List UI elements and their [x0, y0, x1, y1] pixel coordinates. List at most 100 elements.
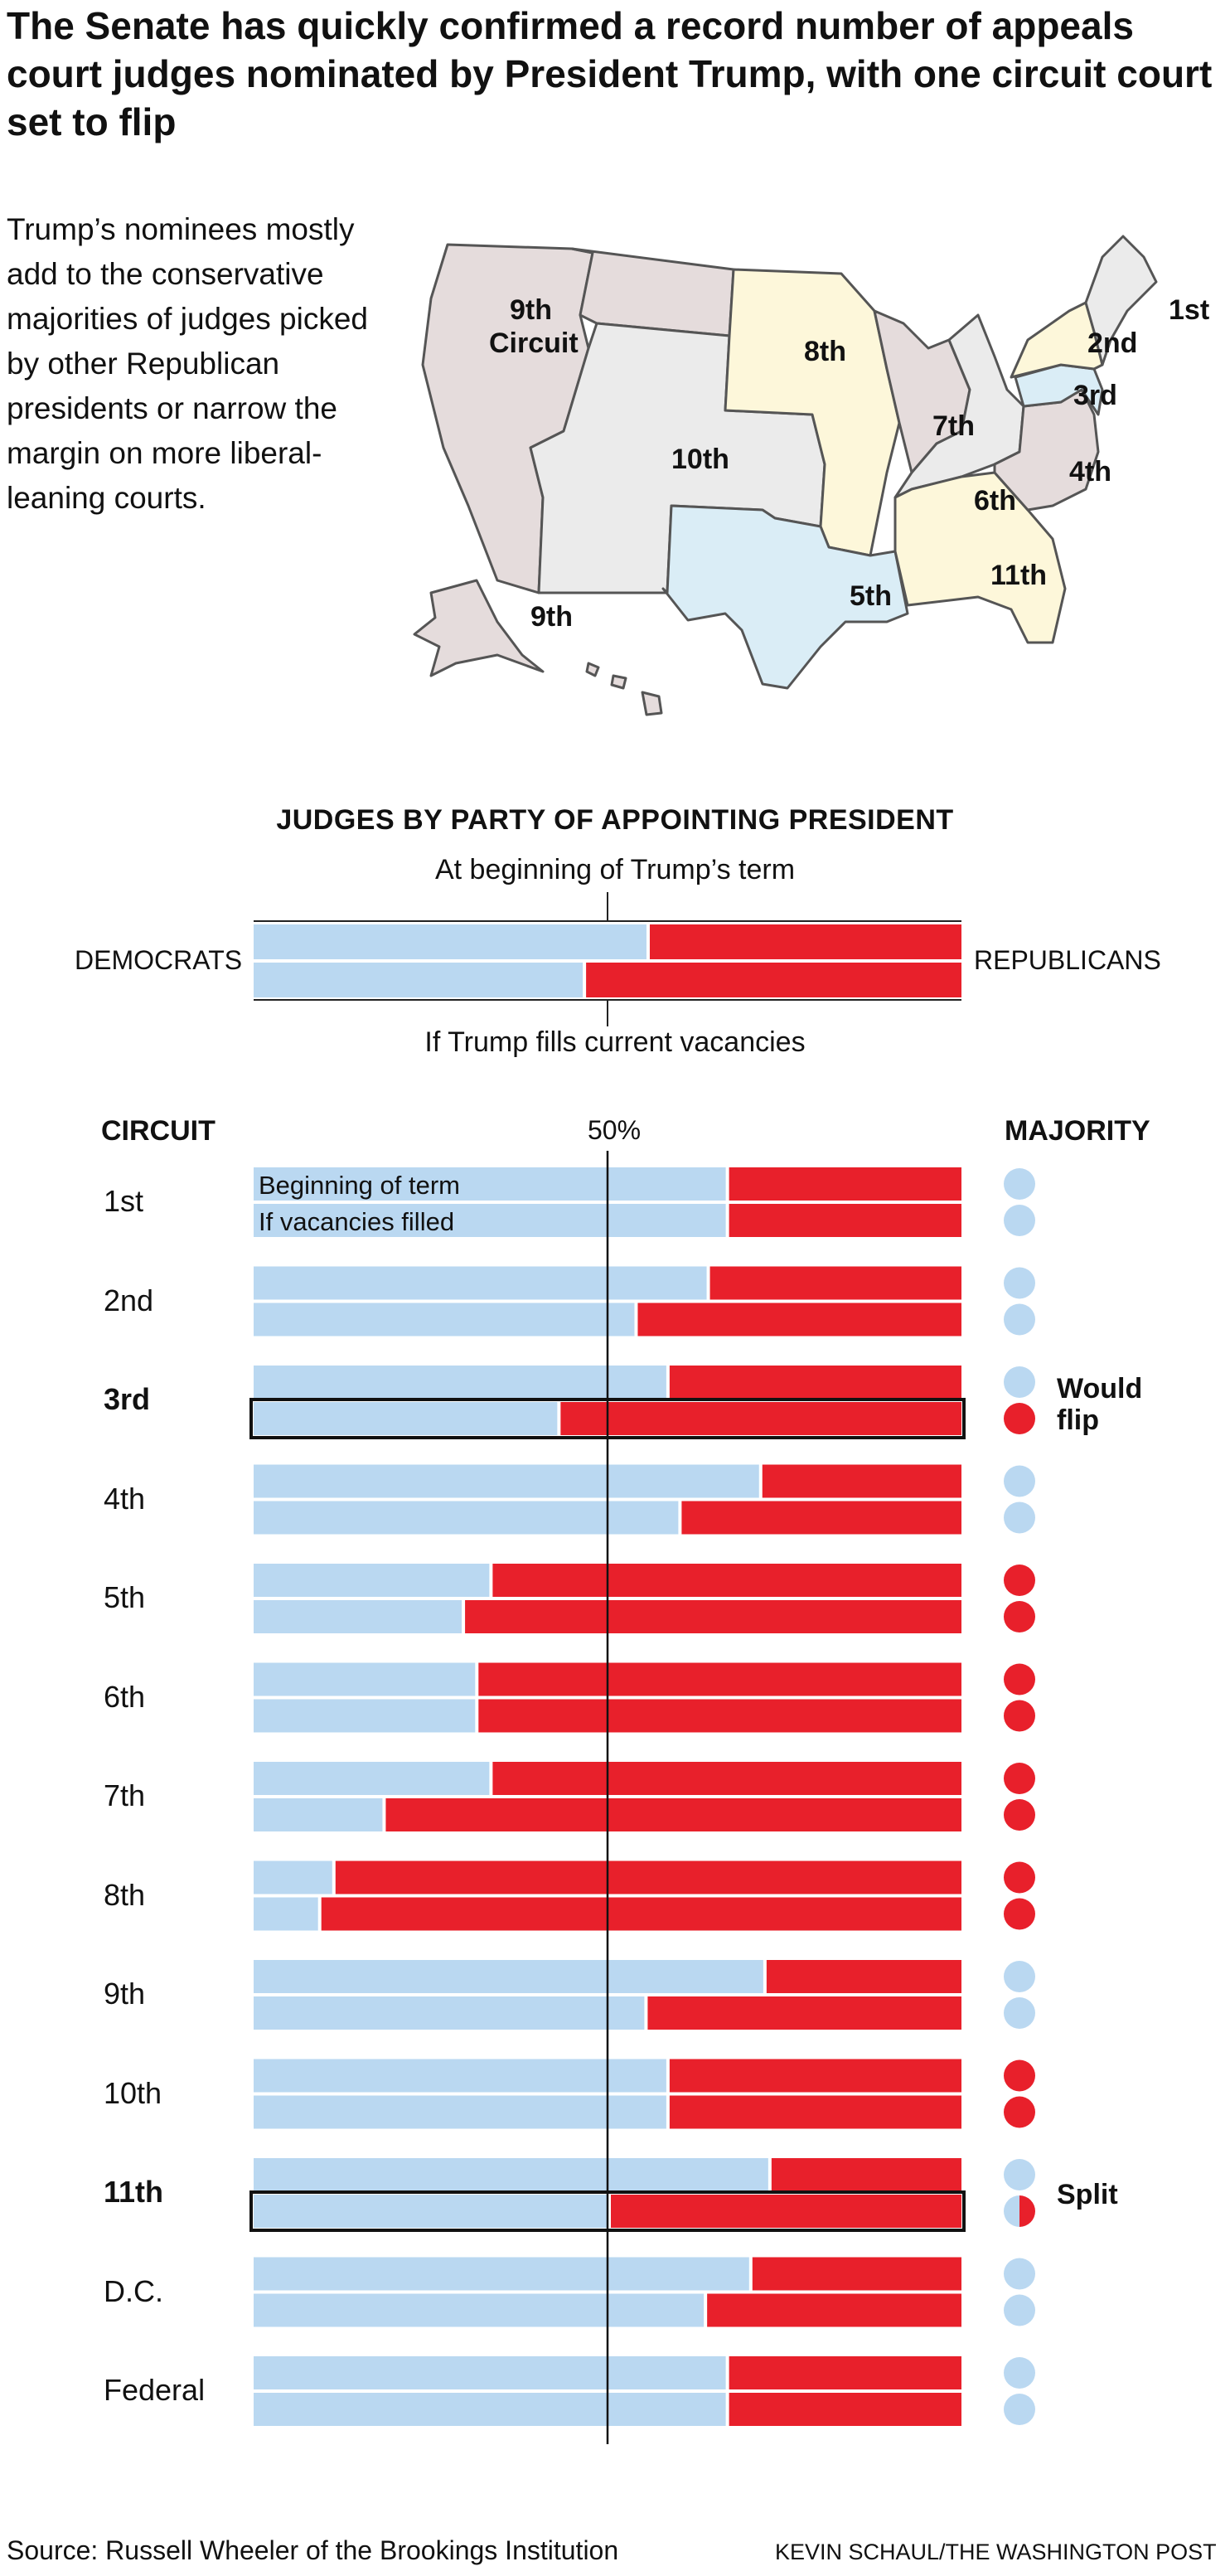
- majority-dot-Federal-vac: [1004, 2394, 1035, 2425]
- majority-dot-9th-begin: [1004, 1961, 1035, 1992]
- majority-dot-5th-vac: [1004, 1601, 1035, 1632]
- bar-Federal-begin-rep: [729, 2356, 961, 2389]
- legend-bar-vac-dem: [254, 963, 584, 997]
- bar-4th-begin-rep: [762, 1464, 961, 1498]
- bar-D.C.-vac-dem: [254, 2293, 705, 2327]
- bar-11th-vac-dem: [254, 2195, 608, 2228]
- bar-D.C.-begin-rep: [752, 2257, 961, 2291]
- bar-10th-vac-dem: [254, 2095, 666, 2129]
- majority-dot-6th-begin: [1004, 1663, 1035, 1696]
- source-note: Source: Russell Wheeler of the Brookings…: [7, 2535, 619, 2565]
- bar-6th-begin-dem: [254, 1662, 476, 1696]
- bar-4th-vac-rep: [681, 1501, 961, 1535]
- bar-3rd-begin-rep: [669, 1366, 961, 1399]
- bar-8th-begin-dem: [254, 1860, 332, 1894]
- map-label-2nd: 2nd: [1087, 327, 1137, 359]
- row-label-10th: 10th: [104, 2075, 162, 2110]
- majority-dot-7th-vac: [1004, 1799, 1035, 1831]
- bar-10th-vac-rep: [669, 2095, 961, 2129]
- map-region-5th: [661, 504, 909, 690]
- map-label-3rd: 3rd: [1073, 380, 1117, 411]
- row-label-3rd: 3rd: [104, 1382, 151, 1416]
- row-label-D.C.: D.C.: [104, 2273, 163, 2308]
- bar-9th-begin-dem: [254, 1960, 763, 1993]
- row-label-1st: 1st: [104, 1184, 144, 1218]
- fifty-percent-label: 50%: [588, 1115, 642, 1145]
- majority-dot-5th-begin: [1004, 1565, 1035, 1596]
- intro-text: Trump’s nominees mostly add to the conse…: [7, 212, 368, 515]
- map-region-11th: [893, 471, 1067, 644]
- bar-7th-vac-dem: [254, 1798, 383, 1831]
- legend-bar-begin-dem: [254, 924, 646, 959]
- majority-dot-4th-begin: [1004, 1465, 1035, 1497]
- majority-dot-8th-vac: [1004, 1898, 1035, 1930]
- bar-10th-begin-dem: [254, 2059, 666, 2093]
- majority-dot-9th-vac: [1004, 1997, 1035, 2029]
- row-label-8th: 8th: [104, 1877, 146, 1912]
- in-bar-label-vacancies: If vacancies filled: [259, 1207, 455, 1236]
- majority-dot-11th-vac-dem-half: [1004, 2195, 1019, 2227]
- bar-5th-vac-dem: [254, 1600, 462, 1633]
- legend-top-label: At beginning of Trump’s term: [434, 854, 796, 885]
- bar-2nd-vac-rep: [637, 1303, 961, 1337]
- map-label-9th: 9th: [510, 294, 552, 326]
- majority-column-header: MAJORITY: [1005, 1115, 1150, 1147]
- bar-5th-begin-rep: [492, 1564, 961, 1597]
- majority-dot-11th-begin: [1004, 2159, 1035, 2190]
- headline: The Senate has quickly confirmed a recor…: [7, 4, 1213, 143]
- map-region-alaska: [413, 579, 545, 677]
- map-region-hawaii: [585, 662, 663, 716]
- majority-dot-Federal-begin: [1004, 2357, 1035, 2389]
- map-label-5th: 5th: [850, 580, 892, 612]
- map-label-9th-circuit: Circuit: [489, 327, 579, 359]
- majority-dot-11th-vac: [1004, 2195, 1035, 2227]
- bar-1st-begin-rep: [729, 1167, 961, 1201]
- bar-Federal-begin-dem: [254, 2356, 726, 2389]
- legend-democrats: DEMOCRATS: [75, 945, 243, 975]
- chart-bars: [249, 1151, 966, 2444]
- bar-1st-vac-dem: [254, 1204, 726, 1237]
- map-region-1st: [1084, 235, 1158, 366]
- majority-dot-10th-begin: [1004, 2059, 1035, 2092]
- bar-5th-begin-dem: [254, 1564, 490, 1597]
- legend-bottom-label: If Trump fills current vacancies: [424, 1026, 806, 1058]
- row-label-7th: 7th: [104, 1778, 146, 1812]
- bar-1st-vac-rep: [729, 1204, 961, 1237]
- bar-8th-begin-rep: [335, 1860, 961, 1894]
- map-label-4th: 4th: [1069, 456, 1111, 488]
- bar-11th-begin-dem: [254, 2158, 768, 2191]
- in-bar-label-begin: Beginning of term: [259, 1171, 460, 1200]
- bar-7th-begin-rep: [492, 1762, 961, 1795]
- bar-6th-begin-rep: [478, 1662, 961, 1696]
- bar-3rd-vac-rep: [560, 1402, 961, 1435]
- bar-7th-begin-dem: [254, 1762, 490, 1795]
- majority-dot-7th-begin: [1004, 1763, 1035, 1794]
- majority-dot-11th-vac-rep-half: [1019, 2195, 1035, 2227]
- map-label-8th: 8th: [804, 336, 846, 367]
- bar-7th-vac-rep: [385, 1798, 962, 1831]
- circuit-column-header: CIRCUIT: [101, 1115, 215, 1147]
- row-label-11th: 11th: [104, 2175, 164, 2209]
- row-label-6th: 6th: [104, 1679, 146, 1714]
- annotation-flip: flip: [1057, 1404, 1099, 1436]
- bar-8th-vac-dem: [254, 1897, 318, 1931]
- bar-Federal-vac-rep: [729, 2393, 961, 2426]
- row-label-Federal: Federal: [104, 2373, 206, 2407]
- bar-D.C.-begin-dem: [254, 2257, 749, 2291]
- bar-9th-vac-dem: [254, 1996, 645, 2030]
- row-label-5th: 5th: [104, 1580, 146, 1614]
- majority-dot-2nd-vac: [1004, 1303, 1035, 1336]
- bar-1st-begin-dem: [254, 1167, 726, 1201]
- bar-6th-vac-dem: [254, 1699, 476, 1733]
- credit-line: KEVIN SCHAUL/THE WASHINGTON POST: [775, 2540, 1217, 2564]
- annotation-split: Split: [1057, 2179, 1118, 2210]
- map-label-10th: 10th: [671, 444, 729, 475]
- majority-dot-10th-vac: [1004, 2096, 1035, 2128]
- majority-dot-6th-vac: [1004, 1700, 1035, 1732]
- row-label-2nd: 2nd: [104, 1283, 154, 1317]
- bar-2nd-begin-dem: [254, 1266, 707, 1300]
- majority-dot-4th-vac: [1004, 1501, 1035, 1534]
- annotation-would-flip: Would flip: [1057, 1373, 1142, 1436]
- majority-dot-1st-begin: [1004, 1168, 1035, 1200]
- legend-bar-begin-rep: [649, 924, 961, 959]
